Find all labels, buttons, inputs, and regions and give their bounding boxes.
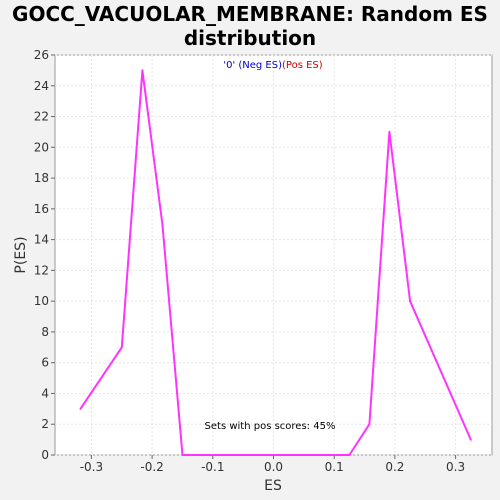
y-tick-label: 2: [41, 417, 49, 431]
pos-scores-annotation: Sets with pos scores: 45%: [205, 421, 336, 432]
y-tick-label: 24: [34, 79, 49, 93]
data-point: [141, 69, 144, 72]
x-tick-label: -0.2: [140, 460, 163, 474]
data-point: [181, 454, 184, 456]
data-point: [368, 423, 371, 426]
y-tick-label: 14: [34, 233, 49, 247]
x-tick-label: 0.0: [264, 460, 283, 474]
y-tick-label: 4: [41, 386, 49, 400]
y-tick-label: 16: [34, 202, 49, 216]
x-axis: -0.3 -0.2 -0.1 0.0 0.1 0.2 0.3: [80, 455, 465, 474]
y-tick-label: 22: [34, 110, 49, 124]
data-point: [348, 454, 351, 456]
y-tick-label: 8: [41, 325, 49, 339]
x-tick-label: 0.2: [385, 460, 404, 474]
data-point: [409, 300, 412, 303]
x-tick-label: 0.1: [325, 460, 344, 474]
chart-title-line-2: distribution: [183, 26, 317, 50]
legend-neg-es: '0' (Neg ES): [223, 60, 282, 71]
y-tick-label: 12: [34, 263, 49, 277]
y-tick-label: 26: [34, 48, 49, 62]
y-tick-label: 0: [41, 448, 49, 462]
grid: [55, 54, 492, 456]
x-axis-label: ES: [264, 478, 282, 494]
es-distribution-line: [79, 69, 472, 456]
y-tick-label: 18: [34, 171, 49, 185]
y-tick-label: 20: [34, 140, 49, 154]
data-point: [79, 407, 82, 410]
series-group: [79, 69, 472, 456]
chart-title: GOCC_VACUOLAR_MEMBRANE: Random ES distri…: [0, 2, 500, 50]
data-point: [120, 346, 123, 349]
x-tick-label: -0.1: [201, 460, 224, 474]
chart-title-line-1: GOCC_VACUOLAR_MEMBRANE: Random ES: [12, 2, 488, 26]
legend: '0' (Neg ES)(Pos ES): [223, 60, 322, 71]
y-tick-label: 10: [34, 294, 49, 308]
data-point: [388, 130, 391, 133]
legend-pos-es: (Pos ES): [282, 60, 323, 71]
data-point: [469, 438, 472, 441]
x-tick-label: -0.3: [80, 460, 103, 474]
y-tick-label: 6: [41, 356, 49, 370]
y-axis-label: P(ES): [13, 236, 29, 273]
data-point: [161, 223, 164, 226]
x-tick-label: 0.3: [446, 460, 465, 474]
